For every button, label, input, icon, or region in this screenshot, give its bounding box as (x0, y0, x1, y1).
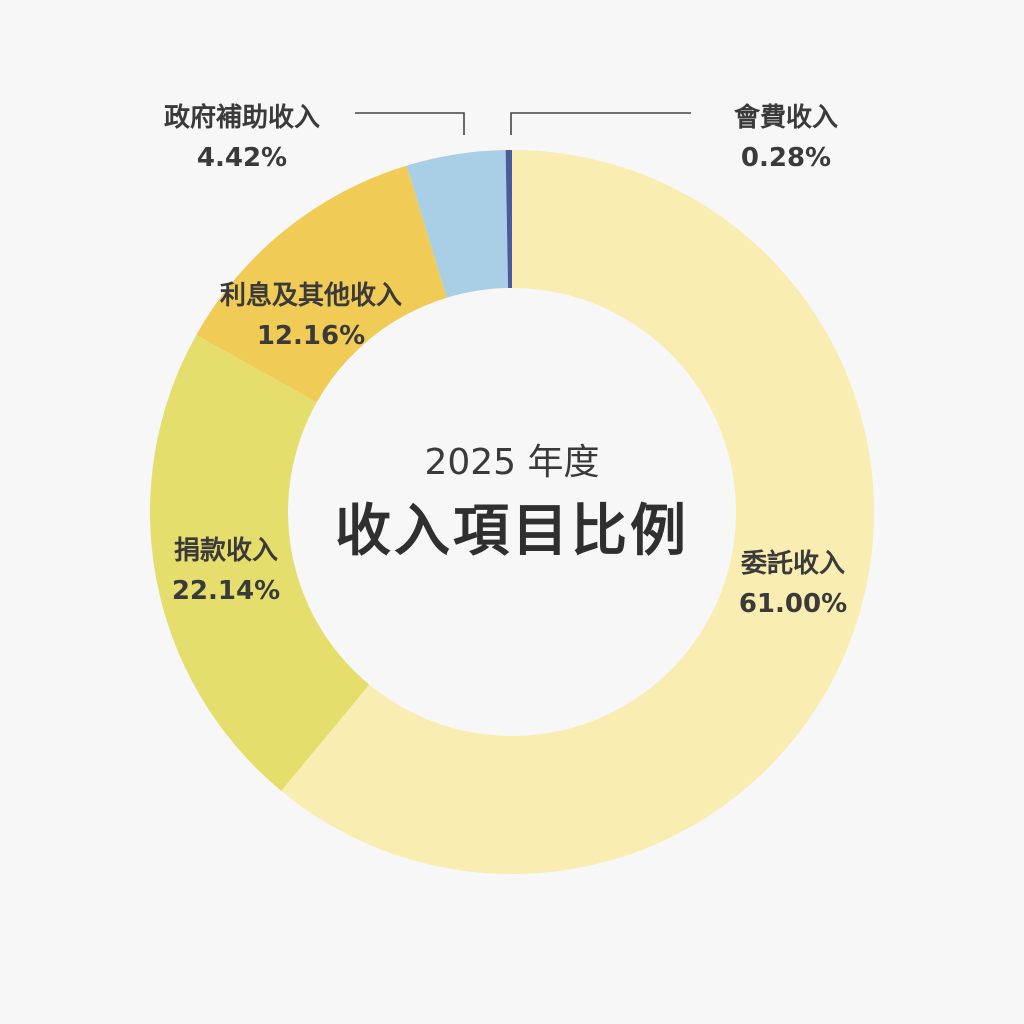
slice-value-2: 22.14% (172, 576, 280, 606)
slice-value-1: 61.00% (739, 589, 847, 619)
slice-label-1: 委託收入 (741, 548, 845, 579)
slice-1 (281, 150, 875, 874)
donut-slices (149, 150, 875, 874)
leader-line-4 (355, 112, 465, 135)
slice-2 (149, 334, 370, 791)
slice-value-5: 0.28% (741, 143, 831, 173)
slice-3 (196, 165, 447, 403)
center-text: 2025 年度 收入項目比例 (335, 442, 689, 564)
slice-4 (406, 150, 509, 298)
slice-value-4: 4.42% (197, 143, 287, 173)
chart-subtitle: 2025 年度 (424, 442, 599, 483)
slice-label-4: 政府補助收入 (164, 102, 320, 133)
slice-labels: 委託收入 61.00% 捐款收入 22.14% 利息及其他收入 12.16% 政府補助收入 4… (164, 102, 847, 619)
slice-label-5: 會費收入 (734, 102, 838, 133)
slice-label-2: 捐款收入 (174, 536, 278, 566)
slice-value-3: 12.16% (257, 321, 365, 351)
slice-5 (505, 150, 512, 289)
chart-title: 收入項目比例 (335, 499, 689, 564)
leader-lines (355, 112, 691, 135)
slice-label-3: 利息及其他收入 (220, 280, 402, 311)
leader-line-5 (510, 112, 691, 135)
